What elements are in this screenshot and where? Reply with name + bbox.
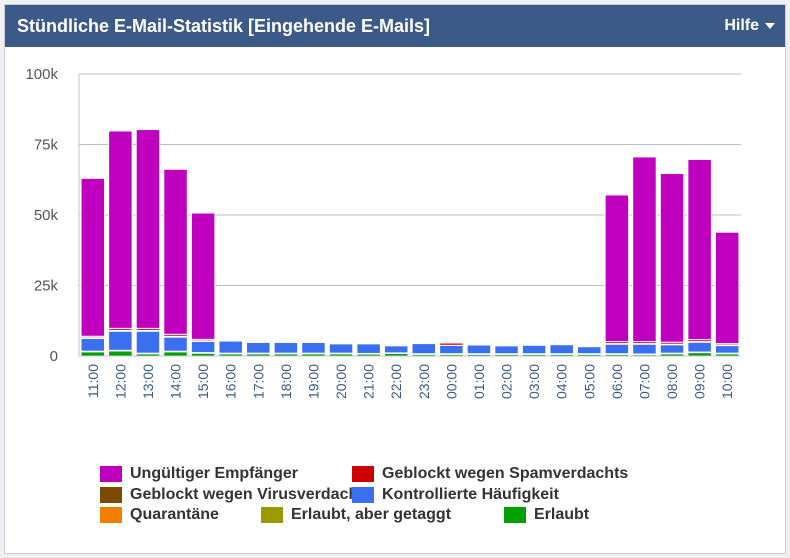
bar-segment	[714, 231, 740, 345]
help-label: Hilfe	[724, 17, 759, 34]
panel-title: Stündliche E-Mail-Statistik [Eingehende …	[17, 15, 431, 36]
bar-segment	[687, 341, 712, 353]
bar-segment	[494, 345, 519, 355]
bar-segment	[577, 346, 602, 355]
bar-segment	[163, 168, 188, 335]
x-tick-label: 04:00	[554, 364, 570, 399]
bar-segment	[246, 341, 271, 354]
x-tick-label: 03:00	[526, 364, 542, 399]
legend-swatch	[100, 466, 122, 482]
bar-segment	[687, 158, 712, 341]
bar-segment	[328, 343, 354, 354]
x-tick-label: 11:00	[85, 364, 101, 398]
x-tick-label: 01:00	[471, 364, 487, 399]
bar-segment	[80, 351, 106, 357]
x-tick-label: 22:00	[388, 364, 404, 399]
bar-segment	[135, 330, 161, 354]
x-tick-label: 15:00	[195, 364, 211, 399]
caret-down-icon	[765, 23, 775, 29]
bar-segment	[163, 336, 188, 352]
legend-label: Quarantäne	[130, 506, 219, 523]
x-tick-label: 08:00	[664, 364, 680, 399]
bar-segment	[273, 341, 299, 354]
bar-segment	[190, 340, 216, 354]
bar-segment	[604, 194, 630, 343]
legend-swatch	[352, 487, 374, 503]
bar-segment	[439, 342, 464, 346]
legend-item-spamverdacht[interactable]: Geblockt wegen Spamverdachts	[352, 464, 700, 484]
bar-segment	[659, 173, 685, 343]
x-tick-label: 19:00	[305, 364, 321, 399]
legend-item-erlaubt[interactable]: Erlaubt	[504, 505, 700, 525]
y-tick-label: 100k	[25, 66, 58, 83]
y-tick-label: 25k	[34, 278, 59, 295]
y-tick-label: 0	[50, 348, 58, 365]
bar-segment	[356, 343, 381, 354]
legend-item-virusverdacht[interactable]: Geblockt wegen Virusverdachts	[100, 485, 372, 505]
x-tick-label: 20:00	[333, 364, 349, 399]
x-tick-label: 18:00	[278, 364, 294, 399]
bar-segment	[383, 345, 409, 354]
x-tick-label: 10:00	[719, 364, 735, 399]
bar-segment	[135, 129, 161, 329]
legend-item-quarantaene[interactable]: Quarantäne	[100, 505, 261, 525]
bar-segment	[632, 343, 657, 355]
bar-segment	[218, 340, 243, 354]
legend-swatch	[100, 487, 122, 503]
x-tick-label: 06:00	[609, 364, 625, 399]
chart-legend: Ungültiger Empfänger Geblockt wegen Spam…	[100, 464, 700, 505]
bar-segment	[659, 344, 685, 354]
bar-segment	[163, 351, 188, 357]
panel-header: Stündliche E-Mail-Statistik [Eingehende …	[5, 5, 785, 47]
legend-label: Erlaubt, aber getaggt	[291, 506, 452, 523]
legend-swatch	[504, 507, 526, 523]
legend-item-kontrollierte-haeufigkeit[interactable]: Kontrollierte Häufigkeit	[352, 485, 700, 505]
bar-segment	[604, 343, 630, 355]
legend-label: Kontrollierte Häufigkeit	[382, 486, 559, 503]
bar-segment	[80, 338, 106, 352]
x-tick-label: 07:00	[636, 364, 652, 399]
bar-segment	[687, 352, 712, 357]
x-tick-label: 00:00	[443, 364, 459, 399]
bar-segment	[466, 344, 492, 355]
bar-segment	[521, 344, 547, 355]
x-tick-label: 12:00	[112, 364, 128, 399]
bar-segment	[301, 341, 326, 354]
y-tick-label: 50k	[34, 207, 59, 224]
x-tick-label: 02:00	[499, 364, 515, 399]
x-tick-label: 23:00	[416, 364, 432, 399]
x-tick-label: 13:00	[140, 364, 156, 399]
help-menu-button[interactable]: Hilfe	[724, 17, 775, 35]
x-tick-label: 14:00	[168, 364, 184, 399]
legend-label: Geblockt wegen Spamverdachts	[382, 465, 629, 482]
legend-label: Geblockt wegen Virusverdachts	[130, 486, 373, 503]
x-tick-label: 09:00	[692, 364, 708, 399]
x-tick-label: 17:00	[250, 364, 266, 399]
bar-segment	[411, 343, 437, 355]
legend-label: Ungültiger Empfänger	[130, 465, 299, 482]
bar-segment	[108, 350, 133, 357]
bar-segment	[108, 130, 133, 329]
legend-label: Erlaubt	[534, 506, 590, 523]
bar-segment	[549, 344, 574, 355]
legend-item-ungueltiger-empfaenger[interactable]: Ungültiger Empfänger	[100, 464, 352, 484]
bar-segment	[714, 345, 740, 354]
legend-swatch	[352, 466, 374, 482]
legend-swatch	[100, 507, 122, 523]
legend-item-erlaubt-getaggt[interactable]: Erlaubt, aber getaggt	[261, 505, 504, 525]
y-tick-label: 75k	[34, 137, 59, 154]
bar-segment	[632, 156, 657, 343]
chart-legend-row: Quarantäne Erlaubt, aber getaggt Erlaubt	[100, 505, 700, 525]
bar-segment	[190, 212, 216, 340]
legend-swatch	[261, 507, 283, 523]
bar-segment	[80, 177, 106, 337]
x-tick-label: 21:00	[361, 364, 377, 399]
x-tick-label: 05:00	[581, 364, 597, 399]
bar-segment	[108, 330, 133, 351]
x-tick-label: 16:00	[223, 364, 239, 399]
bar-segment	[439, 344, 464, 355]
